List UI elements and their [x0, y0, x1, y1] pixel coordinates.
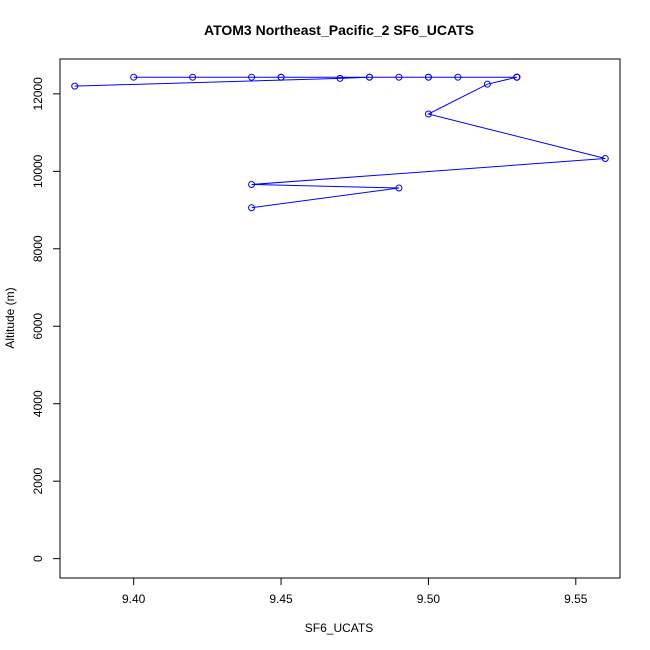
y-tick-label: 4000 [31, 390, 45, 417]
x-tick-label: 9.45 [269, 592, 293, 606]
y-tick-label: 8000 [31, 235, 45, 262]
data-point [395, 184, 403, 192]
x-axis: 9.40 9.45 9.50 9.55 [122, 577, 588, 606]
data-point [424, 110, 432, 118]
series-line [74, 76, 606, 209]
series-sf6 [71, 73, 609, 212]
data-point [71, 82, 79, 90]
data-point [336, 74, 344, 82]
x-axis-label: SF6_UCATS [305, 621, 373, 635]
chart-title: ATOM3 Northeast_Pacific_2 SF6_UCATS [204, 22, 474, 38]
data-point [601, 155, 609, 163]
data-point [395, 73, 403, 81]
data-point [277, 73, 285, 81]
data-point [365, 73, 373, 81]
data-point [248, 204, 256, 212]
y-tick-label: 6000 [31, 313, 45, 340]
y-tick-label: 10000 [31, 154, 45, 188]
y-tick-label: 2000 [31, 468, 45, 495]
y-axis-label: Altitude (m) [3, 287, 17, 348]
data-point [513, 73, 521, 81]
data-point [424, 73, 432, 81]
x-tick-label: 9.50 [417, 592, 441, 606]
data-point [248, 73, 256, 81]
data-point [248, 180, 256, 188]
plot-area [59, 58, 621, 579]
y-tick-label: 0 [31, 555, 45, 562]
y-tick-label: 12000 [31, 77, 45, 111]
data-point [130, 73, 138, 81]
data-point [189, 73, 197, 81]
x-tick-label: 9.55 [564, 592, 588, 606]
data-point [454, 73, 462, 81]
data-point [483, 80, 491, 88]
x-tick-label: 9.40 [122, 592, 146, 606]
y-axis: 0 2000 4000 6000 8000 10000 12000 [31, 77, 61, 562]
